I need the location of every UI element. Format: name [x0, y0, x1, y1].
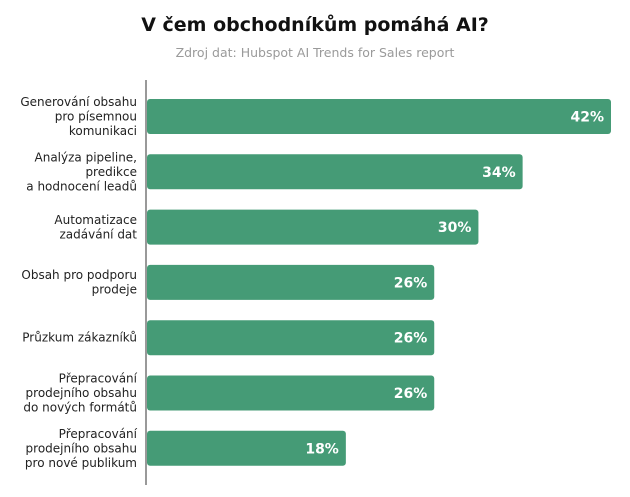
category-label-line: pro písemnou: [55, 110, 137, 124]
bar: [147, 430, 346, 466]
category-label-line: Obsah pro podporu: [21, 268, 137, 282]
bar-value-label: 18%: [305, 441, 339, 457]
bar: [147, 209, 479, 245]
category-label-line: Generování obsahu: [20, 95, 137, 109]
bar: [147, 264, 435, 300]
category-label-line: Průzkum zákazníků: [22, 331, 137, 345]
bar-value-label: 42%: [570, 110, 604, 126]
category-label: Přepracování prodejního obsahu do nových f…: [23, 372, 137, 415]
category-label-line: do nových formátů: [23, 401, 137, 415]
category-label-line: prodeje: [92, 283, 137, 297]
chart-title: V čem obchodníkům pomáhá AI?: [141, 14, 489, 36]
bar-value-label: 26%: [394, 275, 428, 291]
category-label-line: Přepracování: [59, 427, 138, 441]
category-label-line: a hodnocení leadů: [26, 179, 137, 193]
category-label: Průzkum zákazníků: [22, 331, 137, 345]
category-label: Analýza pipeline, predikce a hodnocení lea…: [26, 150, 137, 193]
bar-value-label: 30%: [438, 220, 472, 236]
bar-value-label: 34%: [482, 165, 516, 181]
bar-value-label: 26%: [394, 386, 428, 402]
category-label: Přepracování prodejního obsahu pro nové pu…: [25, 427, 138, 470]
bar: [147, 320, 435, 356]
category-label-line: prodejního obsahu: [26, 386, 137, 400]
category-label-line: Automatizace: [54, 213, 137, 227]
category-label: Generování obsahu pro písemnou komunikaci: [20, 95, 137, 138]
category-label-line: komunikaci: [69, 124, 137, 138]
category-label-line: prodejního obsahu: [26, 441, 137, 455]
category-label-line: zadávání dat: [59, 227, 137, 241]
bar: [147, 99, 611, 134]
category-label-line: Přepracování: [59, 372, 138, 386]
category-label: Obsah pro podporu prodeje: [21, 268, 137, 297]
category-label-line: Analýza pipeline,: [35, 150, 138, 164]
bar: [147, 154, 523, 190]
bar: [147, 375, 435, 411]
chart-subtitle: Zdroj dat: Hubspot AI Trends for Sales r…: [175, 45, 455, 60]
bar-value-label: 26%: [394, 331, 428, 347]
category-label-line: pro nové publikum: [25, 456, 137, 470]
category-label: Automatizace zadávání dat: [54, 213, 137, 242]
category-label-line: predikce: [85, 165, 137, 179]
